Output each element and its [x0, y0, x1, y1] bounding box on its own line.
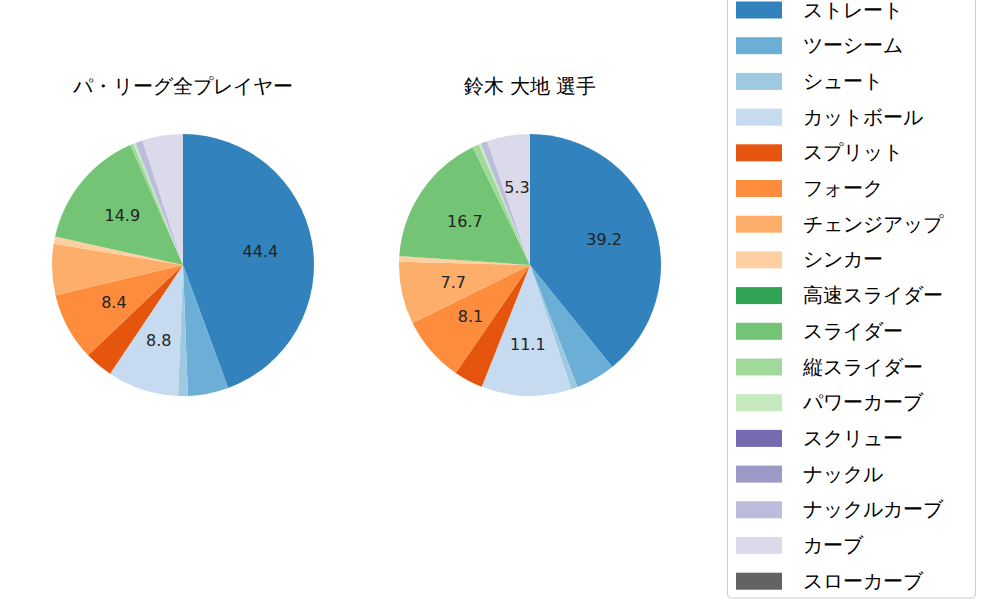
legend-label: 縦スライダー: [802, 355, 923, 379]
legend-swatch: [736, 394, 782, 411]
legend-label: 高速スライダー: [803, 283, 943, 307]
legend-label: ツーシーム: [803, 33, 903, 57]
legend-label: ストレート: [803, 0, 903, 22]
legend-swatch: [736, 144, 782, 161]
legend-label: スプリット: [803, 140, 903, 164]
legend-label: ナックル: [803, 462, 883, 486]
pie-slice: [143, 134, 183, 265]
legend-swatch: [736, 109, 782, 126]
legend-swatch: [736, 359, 782, 376]
data-label: 39.2: [586, 230, 622, 249]
data-label: 14.9: [104, 206, 140, 225]
chart-title: 鈴木 大地 選手: [464, 74, 597, 98]
data-label: 8.8: [146, 331, 171, 350]
legend-swatch: [736, 287, 782, 304]
legend-frame: [728, 0, 976, 598]
legend-swatch: [736, 180, 782, 197]
data-labels: 44.4 8.8 8.4 14.9: [101, 206, 278, 350]
data-label: 16.7: [447, 212, 483, 231]
legend-swatch: [736, 430, 782, 447]
legend-label: カーブ: [803, 533, 864, 557]
legend-swatch: [736, 73, 782, 90]
legend-swatch: [736, 216, 782, 233]
legend-swatch: [736, 573, 782, 590]
legend-label: パワーカーブ: [802, 390, 924, 414]
legend-swatch: [736, 323, 782, 340]
legend: ストレートツーシームシュートカットボールスプリットフォークチェンジアップシンカー…: [728, 0, 976, 598]
legend-swatch: [736, 501, 782, 518]
pie-slice: [183, 265, 228, 396]
legend-swatch: [736, 466, 782, 483]
legend-swatch: [736, 537, 782, 554]
chart-title: パ・リーグ全プレイヤー: [72, 74, 293, 98]
legend-label: スライダー: [803, 319, 903, 343]
data-label: 8.4: [101, 293, 126, 312]
legend-label: フォーク: [803, 176, 883, 200]
data-label: 11.1: [510, 335, 546, 354]
legend-swatch: [736, 2, 782, 19]
legend-swatch: [736, 251, 782, 268]
legend-label: チェンジアップ: [803, 212, 944, 236]
data-label: 5.3: [504, 178, 529, 197]
legend-label: スローカーブ: [803, 569, 924, 593]
data-label: 7.7: [441, 273, 466, 292]
legend-label: スクリュー: [803, 426, 903, 450]
legend-label: シンカー: [803, 247, 883, 271]
data-labels: 39.2 11.1 8.1 7.7 16.7 5.3: [441, 178, 622, 353]
pie: [52, 134, 314, 396]
pie: [399, 134, 661, 396]
legend-label: シュート: [803, 69, 883, 93]
chart-root: パ・リーグ全プレイヤー 44.4 8.8 8.4 14.9 鈴木 大地 選手 39.2 11.…: [0, 0, 1000, 600]
legend-label: ナックルカーブ: [803, 497, 944, 521]
data-label: 44.4: [243, 242, 279, 261]
legend-swatch: [736, 37, 782, 54]
pie-slice: [487, 134, 530, 265]
legend-label: カットボール: [803, 105, 923, 129]
data-label: 8.1: [458, 307, 483, 326]
